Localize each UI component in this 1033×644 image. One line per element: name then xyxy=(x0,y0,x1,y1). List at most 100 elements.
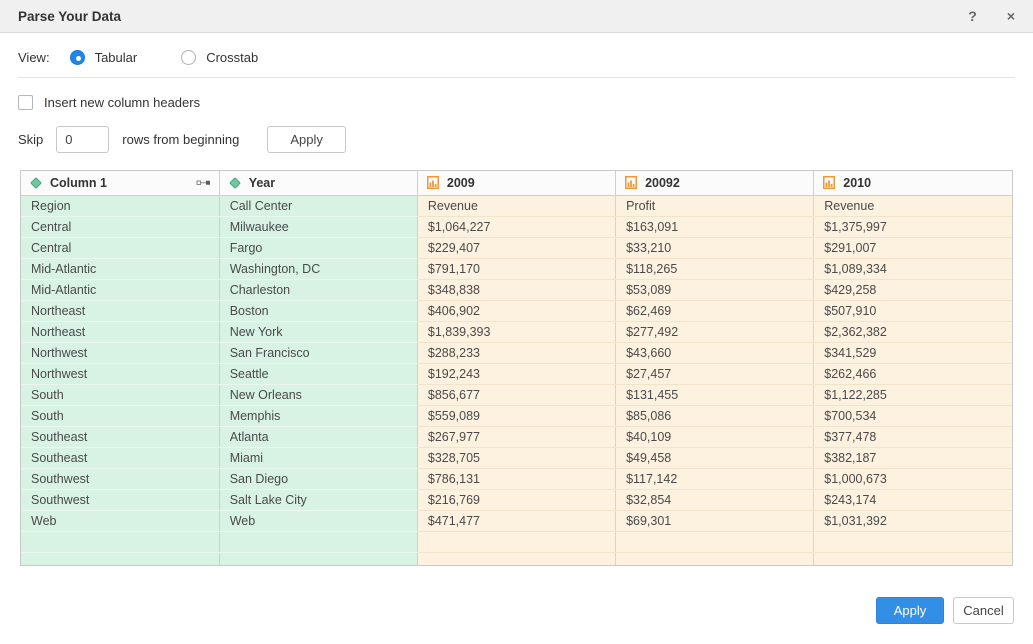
table-cell: $791,170 xyxy=(417,258,615,279)
table-cell: $243,174 xyxy=(814,489,1012,510)
table-cell: $1,089,334 xyxy=(814,258,1012,279)
column-header-label: Year xyxy=(249,176,409,190)
table-cell: $559,089 xyxy=(417,405,615,426)
table-row: Mid-AtlanticWashington, DC$791,170$118,2… xyxy=(21,258,1012,279)
help-icon[interactable]: ? xyxy=(968,9,977,23)
table-cell: $32,854 xyxy=(616,489,814,510)
radio-selected-icon[interactable] xyxy=(70,50,85,65)
table-row: NorthwestSan Francisco$288,233$43,660$34… xyxy=(21,342,1012,363)
table-cell: Region xyxy=(21,195,219,216)
table-cell: $49,458 xyxy=(616,447,814,468)
table-cell: New York xyxy=(219,321,417,342)
table-cell: $348,838 xyxy=(417,279,615,300)
close-icon[interactable]: × xyxy=(1007,9,1015,23)
table-cell: South xyxy=(21,405,219,426)
table-cell: Washington, DC xyxy=(219,258,417,279)
table-cell: $53,089 xyxy=(616,279,814,300)
table-cell xyxy=(616,531,814,552)
table-cell: South xyxy=(21,384,219,405)
table-cell xyxy=(814,552,1012,566)
table-cell: Central xyxy=(21,237,219,258)
view-label: View: xyxy=(18,50,50,65)
table-cell: Southeast xyxy=(21,447,219,468)
table-cell: Central xyxy=(21,216,219,237)
insert-headers-row: Insert new column headers xyxy=(18,95,200,110)
column-header-year[interactable]: Year xyxy=(219,171,417,195)
table-row: NortheastBoston$406,902$62,469$507,910 xyxy=(21,300,1012,321)
table-row: SouthwestSan Diego$786,131$117,142$1,000… xyxy=(21,468,1012,489)
table-cell: $27,457 xyxy=(616,363,814,384)
insert-headers-label: Insert new column headers xyxy=(44,95,200,110)
table-cell: $262,466 xyxy=(814,363,1012,384)
table-cell: Southwest xyxy=(21,468,219,489)
radio-option-crosstab[interactable]: Crosstab xyxy=(181,50,258,65)
column-move-icon[interactable] xyxy=(196,178,211,187)
table-cell: Miami xyxy=(219,447,417,468)
table-cell: Fargo xyxy=(219,237,417,258)
insert-headers-checkbox[interactable] xyxy=(18,95,33,110)
table-cell: San Francisco xyxy=(219,342,417,363)
table-cell: $40,109 xyxy=(616,426,814,447)
column-header-label: Column 1 xyxy=(50,176,196,190)
table-row: Mid-AtlanticCharleston$348,838$53,089$42… xyxy=(21,279,1012,300)
radio-tabular-label: Tabular xyxy=(95,50,138,65)
table-cell: $2,362,382 xyxy=(814,321,1012,342)
table-row: SouthNew Orleans$856,677$131,455$1,122,2… xyxy=(21,384,1012,405)
skip-label: Skip xyxy=(18,132,43,147)
table-cell: $33,210 xyxy=(616,237,814,258)
table-cell: Web xyxy=(219,510,417,531)
column-header-20092[interactable]: 20092 xyxy=(616,171,814,195)
table-cell: $163,091 xyxy=(616,216,814,237)
table-cell: $43,660 xyxy=(616,342,814,363)
radio-option-tabular[interactable]: Tabular xyxy=(70,50,138,65)
column-header-2010[interactable]: 2010 xyxy=(814,171,1012,195)
table-cell: Web xyxy=(21,510,219,531)
table-cell: $786,131 xyxy=(417,468,615,489)
apply-button[interactable]: Apply xyxy=(876,597,944,624)
table-cell xyxy=(417,552,615,566)
text-column-icon xyxy=(229,177,241,189)
table-cell xyxy=(219,552,417,566)
skip-rows-input[interactable] xyxy=(56,126,109,153)
cancel-button[interactable]: Cancel xyxy=(953,597,1014,624)
parse-data-dialog: Parse Your Data ? × View: Tabular Crosst… xyxy=(0,0,1033,644)
dialog-footer: Apply Cancel xyxy=(876,597,1014,624)
table-row: SoutheastAtlanta$267,977$40,109$377,478 xyxy=(21,426,1012,447)
table-cell: $62,469 xyxy=(616,300,814,321)
table-cell: $117,142 xyxy=(616,468,814,489)
table-cell: Mid-Atlantic xyxy=(21,279,219,300)
number-column-icon xyxy=(427,176,439,189)
column-header-2009[interactable]: 2009 xyxy=(417,171,615,195)
table-cell: $277,492 xyxy=(616,321,814,342)
table-cell: Charleston xyxy=(219,279,417,300)
table-cell: Seattle xyxy=(219,363,417,384)
table-cell: $216,769 xyxy=(417,489,615,510)
table-header-row: Column 1 Year 2009 200922010 xyxy=(21,171,1012,195)
skip-apply-button[interactable]: Apply xyxy=(267,126,346,153)
table-cell: San Diego xyxy=(219,468,417,489)
table-cell: $131,455 xyxy=(616,384,814,405)
table-cell: $1,375,997 xyxy=(814,216,1012,237)
table-cell: $856,677 xyxy=(417,384,615,405)
table-cell: $341,529 xyxy=(814,342,1012,363)
section-divider xyxy=(18,77,1015,78)
data-preview-table: Column 1 Year 2009 200922010 RegionCall Cen… xyxy=(21,171,1012,566)
table-row: SoutheastMiami$328,705$49,458$382,187 xyxy=(21,447,1012,468)
table-cell: Boston xyxy=(219,300,417,321)
table-cell: Southwest xyxy=(21,489,219,510)
text-column-icon xyxy=(30,177,42,189)
table-cell: Call Center xyxy=(219,195,417,216)
table-cell: $69,301 xyxy=(616,510,814,531)
column-header-column-1[interactable]: Column 1 xyxy=(21,171,219,195)
table-cell: $328,705 xyxy=(417,447,615,468)
table-cell: $1,000,673 xyxy=(814,468,1012,489)
table-cell: New Orleans xyxy=(219,384,417,405)
dialog-title: Parse Your Data xyxy=(18,9,121,24)
table-cell: Atlanta xyxy=(219,426,417,447)
table-row: SouthwestSalt Lake City$216,769$32,854$2… xyxy=(21,489,1012,510)
column-header-label: 2009 xyxy=(447,176,607,190)
table-cell: Northeast xyxy=(21,300,219,321)
table-row: CentralFargo$229,407$33,210$291,007 xyxy=(21,237,1012,258)
radio-unselected-icon[interactable] xyxy=(181,50,196,65)
table-cell: Memphis xyxy=(219,405,417,426)
